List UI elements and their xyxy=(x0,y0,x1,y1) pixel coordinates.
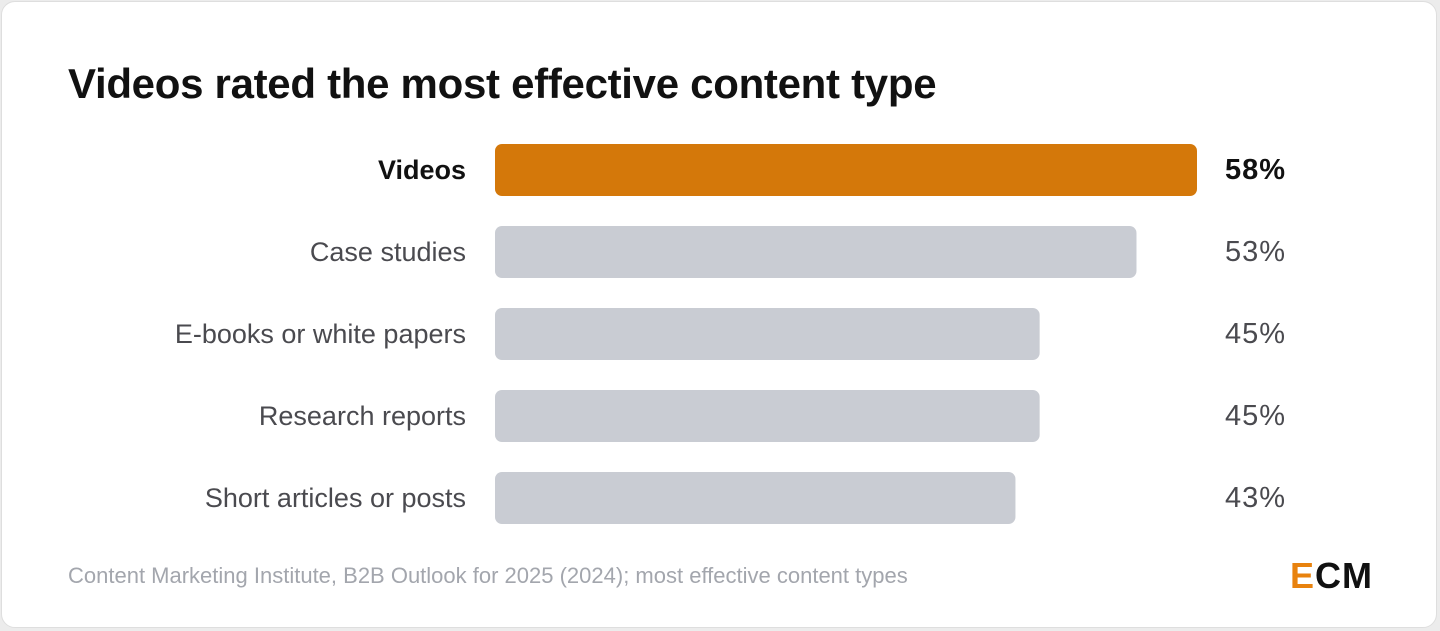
category-label-videos: Videos xyxy=(378,155,466,185)
category-label-e-books-or-white-papers: E-books or white papers xyxy=(175,319,466,349)
value-label-e-books-or-white-papers: 45% xyxy=(1225,318,1286,350)
category-label-short-articles-or-posts: Short articles or posts xyxy=(205,483,466,513)
bar-videos xyxy=(495,144,1197,196)
ecm-logo: ECM xyxy=(1290,555,1373,597)
category-label-research-reports: Research reports xyxy=(259,401,466,431)
value-label-case-studies: 53% xyxy=(1225,236,1286,268)
value-label-research-reports: 45% xyxy=(1225,400,1286,432)
bar-short-articles-or-posts xyxy=(495,472,1016,524)
source-note: Content Marketing Institute, B2B Outlook… xyxy=(68,563,908,588)
chart-title: Videos rated the most effective content … xyxy=(68,60,937,107)
value-label-videos: 58% xyxy=(1225,154,1286,186)
value-label-short-articles-or-posts: 43% xyxy=(1225,482,1286,514)
bar-case-studies xyxy=(495,226,1137,278)
logo-letter-e: E xyxy=(1290,555,1316,596)
logo-letters-cm: CM xyxy=(1315,555,1374,596)
category-label-case-studies: Case studies xyxy=(310,237,466,267)
bar-e-books-or-white-papers xyxy=(495,308,1040,360)
bar-research-reports xyxy=(495,390,1040,442)
